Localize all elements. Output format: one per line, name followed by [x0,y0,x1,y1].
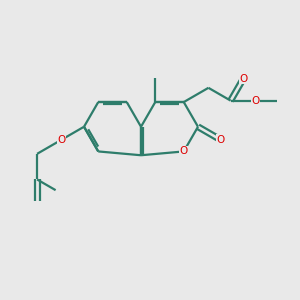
Text: O: O [216,135,224,145]
Text: O: O [58,135,66,145]
Text: O: O [180,146,188,156]
Text: O: O [252,96,260,106]
Text: O: O [239,74,247,84]
